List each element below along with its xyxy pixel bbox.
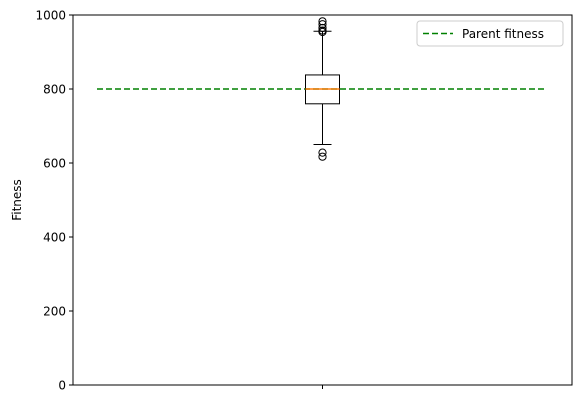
y-tick-label: 0: [58, 379, 66, 393]
outlier-point: [318, 20, 327, 29]
y-axis: 0 200 400 600 800 1000: [35, 9, 73, 393]
legend-box: [416, 20, 564, 47]
y-axis-label: Fitness: [10, 179, 24, 221]
y-tick-label: 1000: [35, 9, 66, 23]
boxplot-group: [305, 17, 340, 161]
outlier-point: [318, 17, 327, 26]
y-tick-label: 200: [43, 305, 66, 319]
outlier-point: [318, 27, 327, 37]
outlier-point: [318, 148, 327, 157]
outlier-point: [318, 152, 327, 161]
legend-label: Parent fitness: [462, 27, 544, 41]
y-tick-label: 800: [43, 83, 66, 97]
plot-area: [72, 14, 573, 386]
legend: Parent fitness: [416, 20, 564, 47]
y-tick-label: 600: [43, 157, 66, 171]
outlier-point: [318, 23, 327, 33]
y-tick-label: 400: [43, 231, 66, 245]
